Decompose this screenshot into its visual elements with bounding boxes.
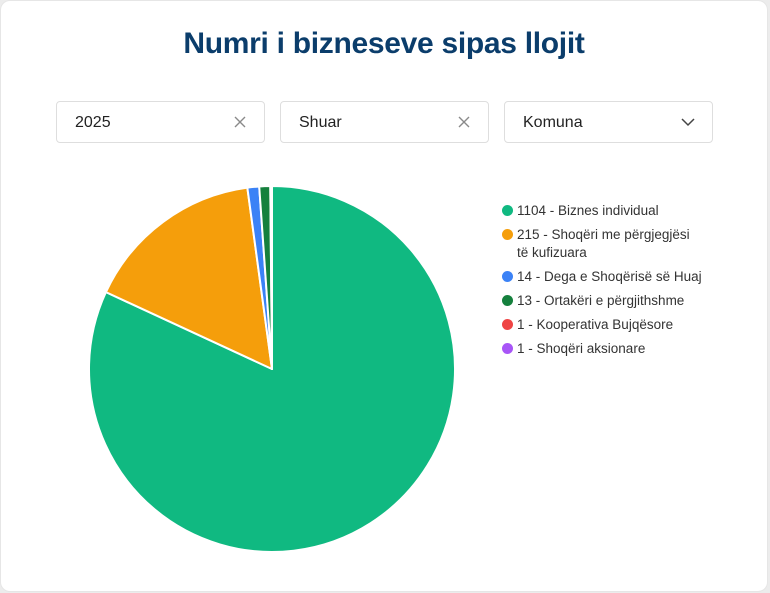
pie-chart bbox=[88, 185, 456, 553]
legend-item[interactable]: 215 - Shoqëri me përgjegjësi të kufizuar… bbox=[502, 226, 702, 262]
legend-label: 13 - Ortakëri e përgjithshme bbox=[517, 293, 685, 308]
legend-item[interactable]: 1104 - Biznes individual bbox=[502, 202, 702, 220]
legend-swatch bbox=[502, 343, 513, 354]
status-filter[interactable]: Shuar bbox=[280, 101, 489, 143]
legend-label: 1 - Kooperativa Bujqësore bbox=[517, 317, 674, 332]
clear-icon[interactable] bbox=[454, 112, 474, 132]
legend-item[interactable]: 1 - Kooperativa Bujqësore bbox=[502, 316, 702, 334]
clear-icon[interactable] bbox=[230, 112, 250, 132]
legend-label: 14 - Dega e Shoqërisë së Huaj bbox=[517, 269, 702, 284]
legend-item[interactable]: 1 - Shoqëri aksionare bbox=[502, 340, 702, 358]
status-filter-value: Shuar bbox=[299, 114, 342, 131]
legend-swatch bbox=[502, 319, 513, 330]
chevron-down-icon[interactable] bbox=[678, 112, 698, 132]
municipality-select[interactable]: Komuna bbox=[504, 101, 713, 143]
legend-swatch bbox=[502, 271, 513, 282]
legend-item[interactable]: 13 - Ortakëri e përgjithshme bbox=[502, 292, 702, 310]
pie-slice-2[interactable] bbox=[104, 186, 273, 370]
pie-slice-1[interactable] bbox=[88, 185, 456, 553]
legend-item[interactable]: 14 - Dega e Shoqërisë së Huaj bbox=[502, 268, 702, 286]
legend-label: 1 - Shoqëri aksionare bbox=[517, 341, 646, 356]
municipality-select-value: Komuna bbox=[523, 114, 583, 131]
chart-legend: 1104 - Biznes individual 215 - Shoqëri me… bbox=[502, 202, 702, 364]
year-filter-value: 2025 bbox=[75, 114, 111, 131]
pie-slice-6[interactable] bbox=[270, 185, 273, 370]
chart-title: Numri i bizneseve sipas llojit bbox=[183, 27, 585, 60]
legend-swatch bbox=[502, 205, 513, 216]
legend-label: 215 - Shoqëri me përgjegjësi të kufizuar… bbox=[517, 227, 690, 260]
legend-swatch bbox=[502, 229, 513, 240]
year-filter[interactable]: 2025 bbox=[56, 101, 265, 143]
legend-label: 1104 - Biznes individual bbox=[517, 203, 659, 218]
legend-swatch bbox=[502, 295, 513, 306]
